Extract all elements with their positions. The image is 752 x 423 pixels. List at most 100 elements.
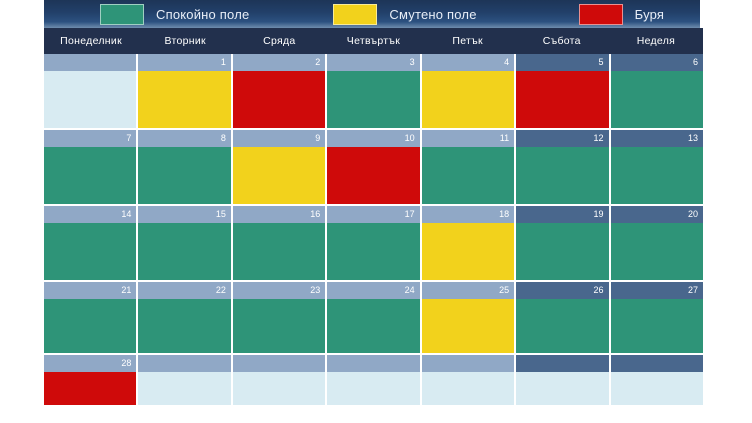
day-status-block — [232, 147, 326, 204]
day-status-block — [610, 71, 703, 128]
calendar-day-cell[interactable]: 10 — [327, 130, 422, 206]
day-number-strip: 7 — [44, 130, 137, 147]
legend-swatch-unrest-icon — [333, 3, 378, 25]
day-number-strip — [516, 355, 609, 372]
day-number-strip: 22 — [138, 282, 231, 299]
calendar-day-cell[interactable]: 22 — [138, 282, 233, 355]
day-number: 4 — [504, 57, 510, 67]
day-number-strip: 3 — [327, 54, 420, 71]
calendar-week-row: 7 8 9 10 11 12 — [44, 130, 703, 206]
calendar-day-cell[interactable]: 20 — [610, 206, 703, 282]
calendar-day-cell[interactable]: 5 — [516, 54, 611, 130]
day-status-block — [138, 147, 231, 204]
day-number-strip: 26 — [516, 282, 609, 299]
day-number-strip: 6 — [610, 54, 703, 71]
calendar-day-cell[interactable]: 2 — [232, 54, 328, 130]
calendar-day-cell[interactable] — [138, 355, 233, 407]
calendar-day-cell[interactable]: 23 — [232, 282, 328, 355]
day-number-strip: 19 — [516, 206, 609, 223]
day-status-block — [327, 372, 420, 405]
dow-header-friday: Петък — [452, 35, 483, 47]
day-number: 26 — [593, 285, 604, 295]
legend-label-calm: Спокойно поле — [156, 6, 250, 22]
legend-label-storm: Буря — [634, 6, 665, 22]
calendar-day-cell[interactable] — [327, 355, 422, 407]
calendar-day-cell[interactable]: 19 — [516, 206, 611, 282]
day-number: 14 — [121, 209, 132, 219]
dow-header-monday: Понеделник — [60, 35, 122, 47]
calendar-day-cell[interactable]: 27 — [610, 282, 703, 355]
day-number: 28 — [121, 358, 132, 368]
day-number-strip: 16 — [232, 206, 326, 223]
calendar-day-cell[interactable]: 12 — [516, 130, 611, 206]
day-status-block — [516, 223, 609, 280]
calendar-day-cell[interactable]: 3 — [327, 54, 422, 130]
calendar-day-cell[interactable]: 4 — [421, 54, 517, 130]
day-number-strip — [138, 355, 231, 372]
day-status-block — [44, 147, 137, 204]
day-number-strip — [232, 355, 326, 372]
legend-item-storm: Буря — [578, 0, 665, 28]
day-number: 21 — [121, 285, 132, 295]
day-number: 5 — [598, 57, 604, 67]
day-number: 23 — [310, 285, 321, 295]
day-number-strip: 28 — [44, 355, 137, 372]
day-status-block — [232, 299, 326, 353]
day-number: 17 — [404, 209, 415, 219]
day-status-block — [138, 299, 231, 353]
calendar-day-cell[interactable]: 16 — [232, 206, 328, 282]
day-number: 22 — [215, 285, 226, 295]
dow-header-tuesday: Вторник — [164, 35, 206, 47]
calendar-week-row: 28 — [44, 355, 703, 407]
calendar-day-cell[interactable]: 21 — [44, 282, 139, 355]
day-number-strip: 21 — [44, 282, 137, 299]
day-number-strip: 9 — [232, 130, 326, 147]
calendar-day-cell[interactable]: 28 — [44, 355, 139, 407]
calendar-day-cell[interactable]: 14 — [44, 206, 139, 282]
calendar-day-cell[interactable]: 13 — [610, 130, 703, 206]
day-status-block — [138, 71, 231, 128]
day-number-strip: 24 — [327, 282, 420, 299]
day-status-block — [44, 372, 137, 405]
day-status-block — [516, 147, 609, 204]
day-number: 7 — [126, 133, 132, 143]
calendar-day-cell[interactable]: 8 — [138, 130, 233, 206]
calendar-day-cell[interactable]: 24 — [327, 282, 422, 355]
day-status-block — [44, 223, 137, 280]
calendar-day-cell[interactable]: 25 — [421, 282, 517, 355]
calendar-day-cell[interactable]: 6 — [610, 54, 703, 130]
day-status-block — [421, 147, 515, 204]
calendar-day-cell[interactable]: 9 — [232, 130, 328, 206]
day-status-block — [327, 147, 420, 204]
day-status-block — [327, 299, 420, 353]
dow-header-saturday: Събота — [542, 35, 581, 47]
calendar-day-cell[interactable]: 26 — [516, 282, 611, 355]
calendar-day-cell[interactable] — [232, 355, 328, 407]
calendar-day-cell[interactable] — [516, 355, 611, 407]
calendar-day-cell[interactable]: 11 — [421, 130, 517, 206]
day-number-strip: 4 — [421, 54, 515, 71]
calendar-week-row: 21 22 23 24 25 26 — [44, 282, 703, 355]
day-number-strip: 17 — [327, 206, 420, 223]
day-number-strip — [421, 355, 515, 372]
calendar-day-cell[interactable]: 18 — [421, 206, 517, 282]
calendar-day-cell[interactable] — [610, 355, 703, 407]
calendar-day-cell[interactable]: 17 — [327, 206, 422, 282]
calendar-day-cell[interactable] — [44, 54, 139, 130]
calendar-day-cell[interactable]: 15 — [138, 206, 233, 282]
day-status-block — [421, 71, 515, 128]
day-status-block — [421, 223, 515, 280]
day-number-strip: 18 — [421, 206, 515, 223]
calendar-day-cell[interactable]: 1 — [138, 54, 233, 130]
legend-bar: Спокойно поле Смутено поле Буря — [44, 0, 700, 28]
day-status-block — [421, 299, 515, 353]
day-number: 3 — [409, 57, 415, 67]
calendar-day-cell[interactable]: 7 — [44, 130, 139, 206]
day-status-block — [138, 372, 231, 405]
day-number: 8 — [220, 133, 226, 143]
day-number: 12 — [593, 133, 604, 143]
calendar-day-cell[interactable] — [421, 355, 517, 407]
day-number-strip: 8 — [138, 130, 231, 147]
day-number: 20 — [687, 209, 698, 219]
